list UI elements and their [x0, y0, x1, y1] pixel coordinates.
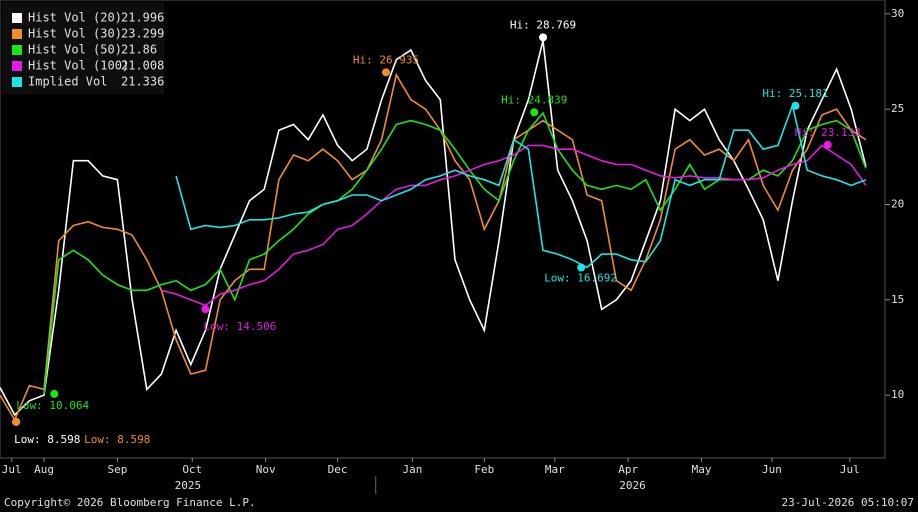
legend-value: 21.008: [121, 59, 164, 73]
annotation-label: Low: 10.064: [16, 399, 89, 412]
x-tick-label: Jan: [402, 463, 422, 476]
legend-value: 21.86: [121, 43, 157, 57]
legend-swatch: [12, 13, 22, 23]
y-tick-label: 15: [891, 293, 904, 306]
x-tick-label: May: [692, 463, 712, 476]
x-tick-label: Oct: [182, 463, 202, 476]
legend-bg: [2, 2, 164, 94]
x-tick-label: Sep: [107, 463, 127, 476]
y-tick-label: 25: [891, 102, 904, 115]
legend-swatch: [12, 61, 22, 71]
legend-name: Hist Vol (100): [28, 59, 129, 73]
annotation-label: Hi: 26.935: [353, 53, 419, 66]
annotation-dot: [530, 108, 539, 117]
annotation-dot: [539, 33, 548, 42]
annotation-dot: [791, 101, 800, 110]
legend-swatch: [12, 77, 22, 87]
x-tick-label: Jun: [762, 463, 782, 476]
x-tick-label: Mar: [545, 463, 565, 476]
annotation-dot: [823, 140, 832, 149]
series-line: [0, 72, 867, 422]
legend-value: 23.299: [121, 27, 164, 41]
annotation-label: Low: 8.598: [14, 433, 80, 446]
annotation-label: Low: 8.598: [84, 433, 150, 446]
legend-swatch: [12, 29, 22, 39]
x-tick-label: Aug: [34, 463, 54, 476]
legend-swatch: [12, 45, 22, 55]
copyright: Copyright© 2026 Bloomberg Finance L.P.: [4, 496, 256, 509]
annotation-dot: [577, 263, 586, 272]
annotation-dot: [381, 68, 390, 77]
legend-value: 21.996: [121, 11, 164, 25]
x-tick-label: Jul: [2, 463, 22, 476]
x-tick-label: Jul: [840, 463, 860, 476]
y-tick-label: 30: [891, 7, 904, 20]
x-tick-label: Feb: [474, 463, 494, 476]
series-line: [161, 144, 867, 307]
legend-name: Hist Vol (20): [28, 11, 122, 25]
annotation-label: Hi: 28.769: [510, 18, 576, 31]
series-line: [175, 102, 867, 269]
annotation-label: Low: 16.692: [544, 272, 617, 285]
annotation-label: Hi: 23.133: [795, 126, 861, 139]
annotation-dot: [12, 417, 21, 426]
x-tick-label: Dec: [328, 463, 348, 476]
annotation-label: Hi: 24.839: [501, 93, 567, 106]
y-tick-label: 10: [891, 388, 904, 401]
legend-name: Hist Vol (50): [28, 43, 122, 57]
series-line: [0, 40, 867, 417]
year-label: 2025: [175, 479, 202, 492]
legend-value: 21.336: [121, 75, 164, 89]
legend-name: Hist Vol (30): [28, 27, 122, 41]
annotation-dot: [201, 305, 210, 314]
year-label: 2026: [619, 479, 646, 492]
annotation-label: Low: 14.506: [203, 320, 276, 333]
timestamp: 23-Jul-2026 05:10:07: [782, 496, 914, 509]
y-tick-label: 20: [891, 198, 904, 211]
x-tick-label: Apr: [618, 463, 638, 476]
annotation-label: Hi: 25.181: [762, 87, 828, 100]
annotation-dot: [50, 389, 59, 398]
x-tick-label: Nov: [256, 463, 276, 476]
legend-name: Implied Vol: [28, 75, 107, 89]
